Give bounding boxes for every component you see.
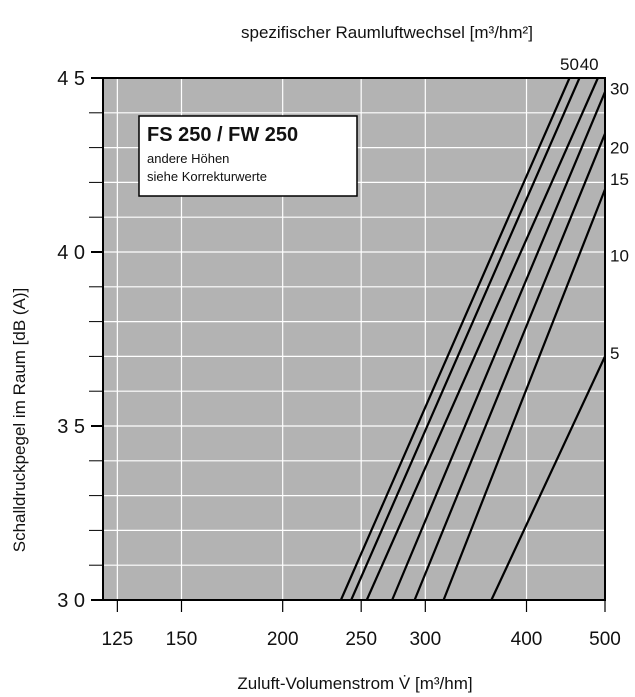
x-tick-label: 125 <box>102 629 134 650</box>
y-tick-label: 4 0 <box>57 242 85 264</box>
series-label-30: 30 <box>610 79 629 98</box>
x-tick-labels: 125 150 200 250 300 400 500 <box>102 629 621 650</box>
series-label-50: 50 <box>560 55 579 74</box>
series-line-40 <box>350 77 581 601</box>
x-tick-label: 500 <box>589 629 621 650</box>
plot-border <box>102 77 606 601</box>
series-label-10: 10 <box>610 246 629 265</box>
series-line-50 <box>339 77 571 601</box>
info-box-frame <box>138 115 358 197</box>
info-box-title: FS 250 / FW 250 <box>147 124 298 146</box>
series-label-5: 5 <box>610 344 619 363</box>
series-line-10 <box>442 188 607 601</box>
y-tick-label: 3 5 <box>57 416 85 438</box>
y-tick-label: 3 0 <box>57 590 85 612</box>
grid <box>103 78 605 600</box>
series-label-40: 40 <box>580 55 599 74</box>
x-tick-label: 250 <box>345 629 377 650</box>
y-axis-label: Schalldruckpegel im Raum [dB (A)] <box>10 288 29 553</box>
series-line-20 <box>391 91 607 601</box>
series-line-30 <box>365 77 599 601</box>
series-line-5 <box>490 355 606 601</box>
info-box: FS 250 / FW 250 andere Höhen siehe Korre… <box>138 115 358 197</box>
info-box-line1: andere Höhen <box>147 151 229 166</box>
series-label-15: 15 <box>610 170 629 189</box>
info-box-line2: siehe Korrekturwerte <box>147 169 267 184</box>
x-tick-label: 150 <box>166 629 198 650</box>
series-line-15 <box>413 133 607 601</box>
x-tick-label: 300 <box>409 629 441 650</box>
series-lines <box>339 77 607 601</box>
y-tick-label: 4 5 <box>57 68 85 90</box>
y-minor-ticks <box>89 77 606 612</box>
y-tick-labels: 3 0 3 5 4 0 4 5 <box>57 68 85 612</box>
series-labels: 50 40 30 20 15 10 5 <box>560 55 629 363</box>
x-axis-label: Zuluft-Volumenstrom V̇ [m³/hm] <box>237 674 472 693</box>
series-label-20: 20 <box>610 139 629 158</box>
x-tick-label: 400 <box>511 629 543 650</box>
top-axis-title: spezifischer Raumluftwechsel [m³/hm²] <box>241 23 533 42</box>
x-tick-label: 200 <box>267 629 299 650</box>
